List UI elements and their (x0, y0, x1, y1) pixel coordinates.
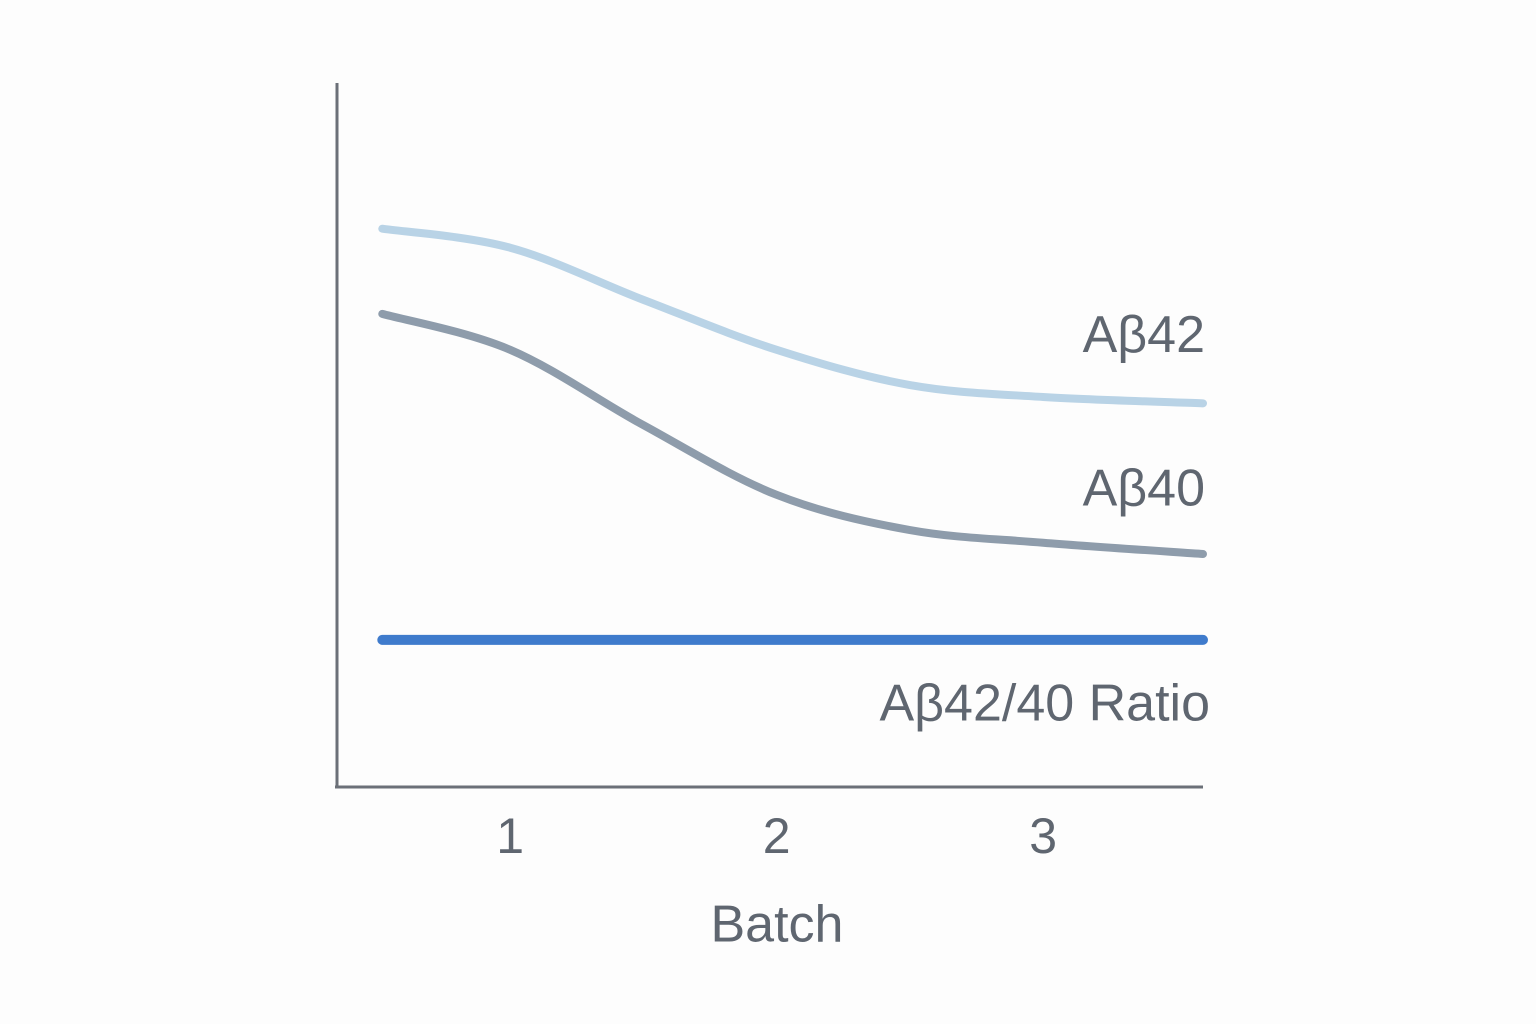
x-tick-label: 2 (763, 808, 791, 864)
line (378, 309, 1207, 558)
line (378, 224, 1207, 408)
series-label: Aβ40 (1083, 460, 1205, 518)
x-axis-label: Batch (711, 896, 844, 954)
x-tick-label: 3 (1029, 808, 1057, 864)
series-label: Aβ42 (1083, 306, 1205, 364)
x-tick-label: 1 (496, 808, 524, 864)
series-label: Aβ42/40 Ratio (879, 675, 1210, 733)
